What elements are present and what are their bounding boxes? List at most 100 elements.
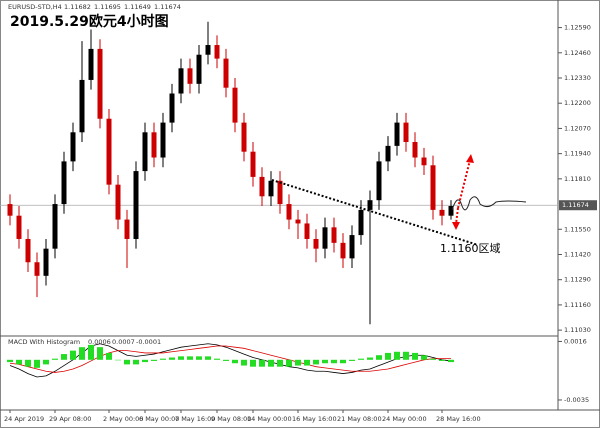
candle-body <box>385 145 391 162</box>
candle-body <box>340 242 346 259</box>
candle-body <box>43 248 49 276</box>
candle-body <box>277 180 283 205</box>
macd-title: MACD With Histogram <box>8 338 80 346</box>
histogram-bar <box>439 359 445 361</box>
macd-line <box>9 345 451 373</box>
candle-body <box>241 122 247 152</box>
y-tick-label: 1.12200 <box>564 99 591 107</box>
histogram-bar <box>358 358 364 360</box>
histogram-bar <box>169 357 175 360</box>
histogram-bar <box>295 359 301 366</box>
candle-body <box>52 204 58 249</box>
down-arrow <box>455 207 459 225</box>
histogram-bar <box>259 359 265 367</box>
histogram-bar <box>214 358 220 360</box>
y-tick-label: 1.12330 <box>564 74 591 82</box>
histogram-bar <box>106 352 112 360</box>
macd-value: 0.0007 <box>112 338 135 346</box>
y-tick-label: 1.11420 <box>564 250 591 258</box>
header-value: 1.11649 <box>124 3 151 11</box>
histogram-bar <box>187 356 193 360</box>
candle-body <box>322 227 328 249</box>
candle-body <box>304 223 310 239</box>
candle-body <box>358 209 364 236</box>
candle-body <box>16 215 22 239</box>
candle-body <box>61 161 67 205</box>
up-arrow-head <box>466 154 474 163</box>
candle-body <box>295 219 301 224</box>
x-tick-label: 21 May 08:00 <box>337 415 382 423</box>
y-tick-label: 1.11810 <box>564 175 591 183</box>
candle-body <box>97 48 103 119</box>
candle-body <box>331 227 337 243</box>
histogram-bar <box>448 359 454 363</box>
x-tick-label: 24 Apr 2019 <box>4 415 44 423</box>
x-tick-label: 28 May 16:00 <box>436 415 481 423</box>
histogram-bar <box>52 358 58 360</box>
candle-body <box>214 45 220 59</box>
histogram-bar <box>313 359 319 365</box>
macd-value: 0.0006 <box>88 338 111 346</box>
x-tick-label: 2 May 00:00 <box>103 415 143 423</box>
histogram-bar <box>223 359 229 361</box>
histogram-bar <box>124 359 130 365</box>
header-symbol: EURUSD-STD,H4 <box>8 3 62 11</box>
histogram-bar <box>250 359 256 367</box>
candle-body <box>25 238 31 263</box>
candle-body <box>403 122 409 142</box>
candle-body <box>79 79 85 133</box>
candle-body <box>376 161 382 201</box>
candle-body <box>70 132 76 162</box>
candle-body <box>313 238 319 249</box>
histogram-bar <box>349 359 355 361</box>
chart-title: 2019.5.29欧元4小时图 <box>10 13 169 30</box>
histogram-bar <box>142 359 148 363</box>
histogram-bar <box>304 359 310 366</box>
histogram-bar <box>79 347 85 360</box>
x-tick-label: 6 May 00:00 <box>139 415 179 423</box>
candle-body <box>412 142 418 158</box>
y-tick-label: 1.11550 <box>564 225 591 233</box>
histogram-bar <box>241 359 247 366</box>
candle-body <box>133 171 139 239</box>
candle-body <box>7 204 13 216</box>
histogram-bar <box>286 359 292 367</box>
candle-body <box>187 68 193 84</box>
candle-body <box>223 58 229 88</box>
histogram-bar <box>133 359 139 365</box>
candle-body <box>439 209 445 216</box>
histogram-bar <box>331 359 337 364</box>
candle-body <box>232 87 238 123</box>
histogram-bar <box>7 359 13 363</box>
histogram-bar <box>16 359 22 365</box>
histogram-bar <box>421 355 427 360</box>
candle-body <box>259 176 265 197</box>
x-tick-label: 7 May 16:00 <box>175 415 215 423</box>
histogram-bar <box>25 359 31 367</box>
candle-body <box>178 68 184 94</box>
signature <box>451 196 527 211</box>
up-arrow <box>457 159 471 209</box>
histogram-bar <box>115 359 121 361</box>
candle-body <box>394 122 400 146</box>
histogram-bar <box>97 347 103 360</box>
y-tick-label: 1.11030 <box>564 326 591 334</box>
candle-body <box>34 262 40 276</box>
macd-value: -0.0001 <box>136 338 161 346</box>
header-value: 1.11695 <box>94 3 121 11</box>
histogram-bar <box>205 356 211 360</box>
y-tick-label: 1.12460 <box>564 49 591 57</box>
candle-body <box>349 235 355 259</box>
candle-body <box>142 132 148 172</box>
y-tick-label: 1.12070 <box>564 124 591 132</box>
histogram-bar <box>232 359 238 364</box>
candle-body <box>160 122 166 158</box>
histogram-bar <box>385 352 391 360</box>
histogram-bar <box>151 359 157 361</box>
histogram-bar <box>403 351 409 360</box>
header-value: 1.11682 <box>64 3 91 11</box>
candle-body <box>205 45 211 55</box>
candle-body <box>268 180 274 197</box>
candle-body <box>448 206 454 216</box>
